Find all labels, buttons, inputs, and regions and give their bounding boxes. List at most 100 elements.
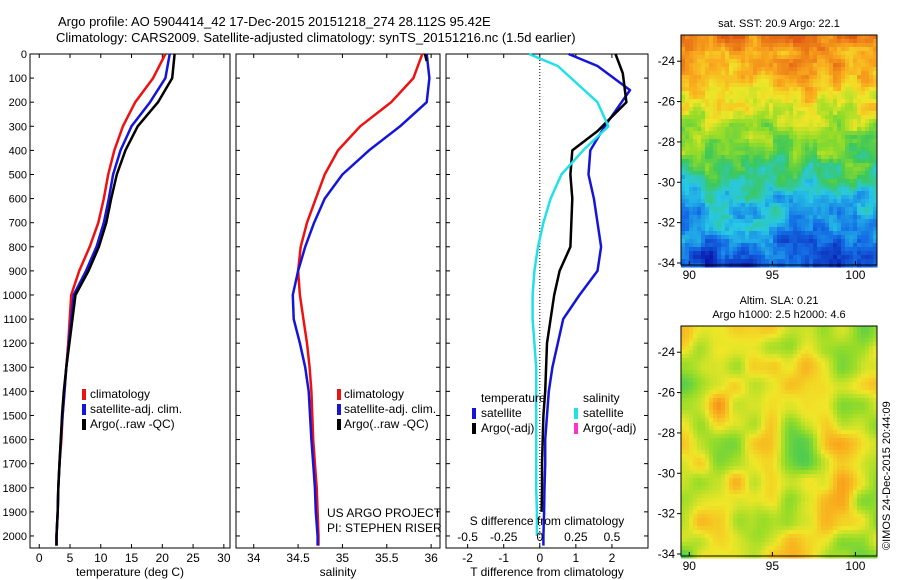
map-cell <box>725 163 730 168</box>
difference-xtick-label: -2 <box>462 551 473 565</box>
map-cell <box>833 259 838 264</box>
map-cell <box>869 450 874 455</box>
map-cell <box>733 47 738 52</box>
map-cell <box>857 402 862 407</box>
map-cell <box>817 462 822 467</box>
map-cell <box>853 111 858 116</box>
map-cell <box>725 67 730 72</box>
map-cell <box>737 362 742 367</box>
map-cell <box>801 350 806 355</box>
map-cell <box>717 358 722 363</box>
map-cell <box>801 167 806 172</box>
map-cell <box>773 390 778 395</box>
map-cell <box>761 478 766 483</box>
map-cell <box>757 203 762 208</box>
map-cell <box>725 422 730 427</box>
map-cell <box>873 143 878 148</box>
map-cell <box>805 410 810 415</box>
map-cell <box>765 466 770 471</box>
map-cell <box>785 211 790 216</box>
map-cell <box>685 79 690 84</box>
map-cell <box>817 382 822 387</box>
map-cell <box>837 227 842 232</box>
map-cell <box>749 179 754 184</box>
map-cell <box>789 155 794 160</box>
map-cell <box>849 175 854 180</box>
map-cell <box>685 227 690 232</box>
map-cell <box>865 239 870 244</box>
map-cell <box>873 123 878 128</box>
map-cell <box>741 239 746 244</box>
map-cell <box>753 227 758 232</box>
map-cell <box>725 326 730 331</box>
map-cell <box>709 474 714 479</box>
map-cell <box>837 171 842 176</box>
map-cell <box>721 394 726 399</box>
map-cell <box>765 350 770 355</box>
map-cell <box>853 63 858 68</box>
map-cell <box>785 175 790 180</box>
map-cell <box>813 43 818 48</box>
map-cell <box>837 406 842 411</box>
map-cell <box>709 111 714 116</box>
temperature-ytick-label: 1200 <box>3 338 27 350</box>
map-cell <box>825 175 830 180</box>
map-cell <box>753 219 758 224</box>
map-cell <box>865 79 870 84</box>
map-cell <box>873 51 878 56</box>
map-cell <box>717 151 722 156</box>
map-cell <box>821 326 826 331</box>
map-cell <box>749 370 754 375</box>
map-cell <box>813 147 818 152</box>
map-cell <box>777 438 782 443</box>
map-cell <box>701 390 706 395</box>
map-cell <box>809 326 814 331</box>
map-cell <box>857 434 862 439</box>
map-cell <box>721 454 726 459</box>
map-cell <box>789 342 794 347</box>
map-cell <box>809 227 814 232</box>
map-cell <box>785 255 790 260</box>
map-cell <box>685 406 690 411</box>
map-cell <box>693 466 698 471</box>
map-cell <box>725 223 730 228</box>
map-cell <box>745 470 750 475</box>
map-cell <box>709 346 714 351</box>
map-cell <box>749 418 754 423</box>
map-cell <box>689 362 694 367</box>
map-cell <box>841 458 846 463</box>
map-cell <box>689 59 694 64</box>
map-cell <box>693 458 698 463</box>
map-cell <box>777 107 782 112</box>
map-cell <box>861 450 866 455</box>
map-cell <box>833 71 838 76</box>
map-cell <box>681 354 686 359</box>
map-cell <box>797 402 802 407</box>
map-cell <box>689 470 694 475</box>
map-cell <box>777 139 782 144</box>
map-cell <box>821 350 826 355</box>
map-cell <box>805 251 810 256</box>
map-cell <box>757 414 762 419</box>
map-cell <box>765 358 770 363</box>
map-cell <box>809 454 814 459</box>
map-cell <box>821 39 826 44</box>
map-cell <box>769 151 774 156</box>
map-cell <box>793 183 798 188</box>
map-cell <box>817 434 822 439</box>
map-cell <box>745 183 750 188</box>
map-cell <box>793 59 798 64</box>
map-cell <box>681 131 686 136</box>
map-cell <box>761 107 766 112</box>
map-cell <box>853 127 858 132</box>
map-cell <box>681 458 686 463</box>
map-cell <box>773 338 778 343</box>
map-cell <box>721 39 726 44</box>
map-cell <box>705 103 710 108</box>
map-cell <box>721 175 726 180</box>
map-cell <box>737 187 742 192</box>
map-cell <box>853 255 858 260</box>
map-cell <box>713 438 718 443</box>
map-cell <box>865 175 870 180</box>
map-cell <box>825 362 830 367</box>
